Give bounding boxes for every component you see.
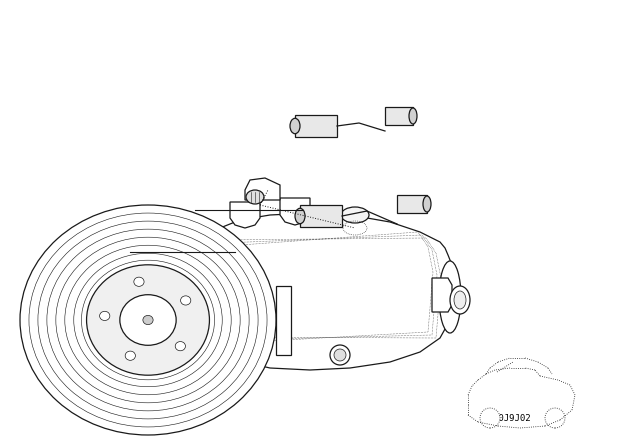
Circle shape bbox=[334, 349, 346, 361]
Ellipse shape bbox=[120, 295, 176, 345]
Text: 1: 1 bbox=[95, 241, 104, 256]
Text: 4: 4 bbox=[242, 340, 251, 354]
Ellipse shape bbox=[100, 311, 110, 320]
Ellipse shape bbox=[439, 261, 461, 333]
Ellipse shape bbox=[175, 341, 186, 351]
Ellipse shape bbox=[290, 118, 300, 134]
Polygon shape bbox=[276, 285, 291, 354]
Polygon shape bbox=[295, 115, 337, 137]
Polygon shape bbox=[245, 178, 280, 200]
Ellipse shape bbox=[341, 207, 369, 223]
Text: 2: 2 bbox=[226, 266, 235, 280]
Ellipse shape bbox=[125, 351, 136, 360]
Text: 00J9J02: 00J9J02 bbox=[493, 414, 531, 423]
Ellipse shape bbox=[409, 108, 417, 124]
Ellipse shape bbox=[454, 291, 466, 309]
Ellipse shape bbox=[295, 208, 305, 224]
Ellipse shape bbox=[423, 196, 431, 212]
Ellipse shape bbox=[143, 315, 153, 325]
Polygon shape bbox=[385, 107, 413, 125]
Ellipse shape bbox=[86, 265, 209, 375]
Ellipse shape bbox=[134, 277, 144, 286]
Ellipse shape bbox=[20, 205, 276, 435]
Polygon shape bbox=[432, 278, 452, 312]
Polygon shape bbox=[195, 213, 455, 370]
Circle shape bbox=[330, 345, 350, 365]
Polygon shape bbox=[300, 205, 342, 227]
Text: 3: 3 bbox=[172, 255, 180, 269]
Ellipse shape bbox=[180, 296, 191, 305]
Polygon shape bbox=[230, 202, 260, 228]
Polygon shape bbox=[397, 195, 427, 213]
Circle shape bbox=[480, 408, 500, 428]
Ellipse shape bbox=[246, 190, 264, 204]
Polygon shape bbox=[280, 198, 310, 225]
Circle shape bbox=[545, 408, 565, 428]
Ellipse shape bbox=[450, 286, 470, 314]
